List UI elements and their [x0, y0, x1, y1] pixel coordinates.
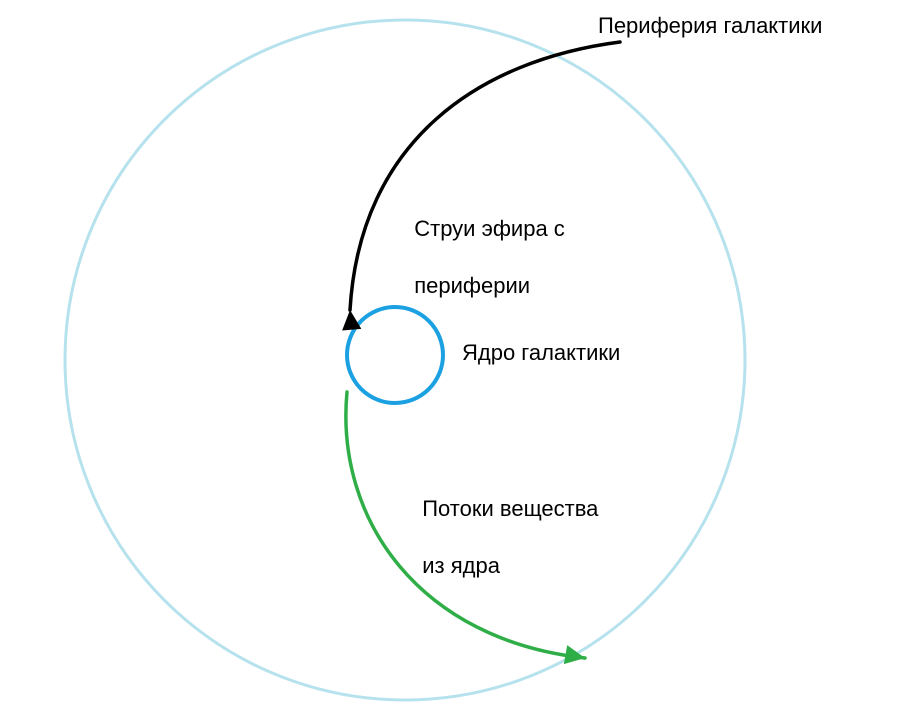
- label-matter-line2: из ядра: [422, 553, 500, 578]
- core-circle: [347, 307, 443, 403]
- label-ether-line1: Струи эфира с: [414, 216, 565, 241]
- label-core: Ядро галактики: [462, 339, 620, 368]
- label-ether-line2: периферии: [414, 273, 530, 298]
- periphery-circle: [65, 20, 745, 700]
- galaxy-diagram: [0, 0, 913, 715]
- arrow-head-icon: [564, 645, 585, 664]
- label-matter-flows: Потоки вещества из ядра: [410, 466, 598, 580]
- label-periphery: Периферия галактики: [598, 12, 822, 41]
- label-ether-streams: Струи эфира с периферии: [402, 186, 565, 300]
- label-matter-line1: Потоки вещества: [422, 496, 598, 521]
- arrow-head-icon: [342, 310, 361, 331]
